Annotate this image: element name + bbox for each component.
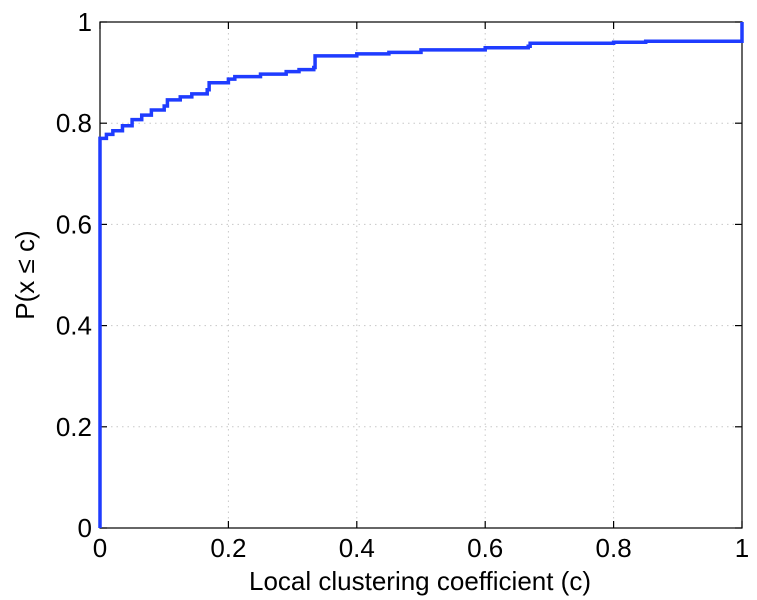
y-tick-label: 0.2 (56, 412, 92, 442)
x-axis-label: Local clustering coefficient (c) (249, 566, 591, 596)
y-tick-label: 0.6 (56, 209, 92, 239)
x-tick-label: 0.4 (339, 533, 375, 563)
y-axis-label: P(x ≤ c) (10, 230, 40, 319)
x-tick-label: 0.6 (467, 533, 503, 563)
grid (100, 22, 742, 528)
axes (99, 21, 743, 529)
cdf-series-line (98, 22, 744, 528)
x-tick-label: 0.2 (210, 533, 246, 563)
y-tick-label: 0.8 (56, 108, 92, 138)
x-tick-label: 1 (735, 533, 749, 563)
x-tick-label: 0 (93, 533, 107, 563)
y-tick-label: 1 (78, 7, 92, 37)
plot-frame (99, 21, 743, 529)
y-tick-label: 0.4 (56, 311, 92, 341)
series-layer (98, 22, 744, 528)
ticks: 0 0.2 0.4 0.6 0.8 1 0 0.2 0.4 0.6 0.8 1 (56, 7, 749, 563)
y-tick-label: 0 (78, 513, 92, 543)
x-tick-label: 0.8 (596, 533, 632, 563)
